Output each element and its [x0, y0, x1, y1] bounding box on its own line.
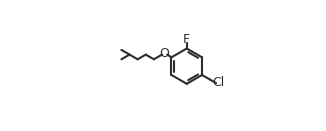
Text: Cl: Cl: [213, 76, 225, 89]
Text: O: O: [160, 47, 170, 60]
Text: F: F: [183, 33, 190, 46]
